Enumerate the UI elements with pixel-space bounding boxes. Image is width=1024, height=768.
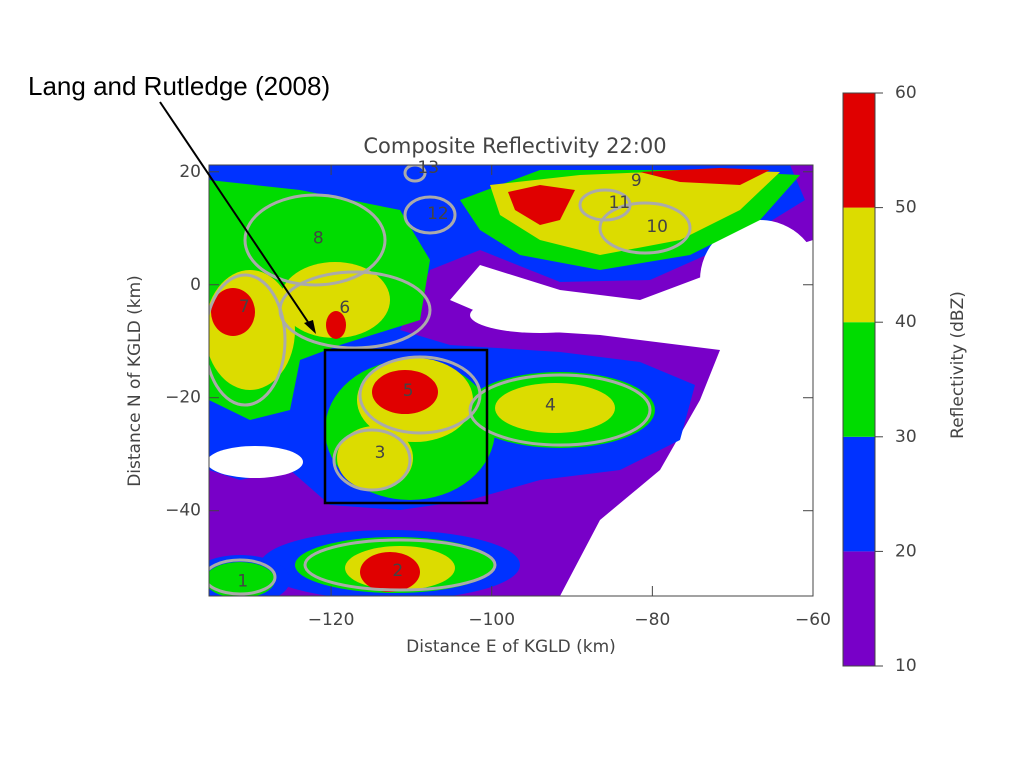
contour bbox=[495, 383, 615, 433]
cell-outline bbox=[403, 165, 427, 183]
gap bbox=[209, 446, 303, 478]
reflectivity-field bbox=[209, 165, 813, 596]
cell-label: 3 bbox=[375, 443, 386, 463]
contour bbox=[640, 168, 770, 185]
colorbar-tick-label: 60 bbox=[895, 83, 917, 103]
y-tick-label: 20 bbox=[179, 162, 201, 182]
cell-label: 2 bbox=[392, 561, 403, 581]
contour bbox=[360, 552, 420, 592]
contour bbox=[508, 185, 575, 225]
y-tick-label: −20 bbox=[165, 388, 201, 408]
colorbar-tick-label: 20 bbox=[895, 541, 917, 561]
cell-label: 7 bbox=[239, 297, 250, 317]
cell-outline bbox=[332, 428, 412, 492]
colorbar-tick-label: 10 bbox=[895, 656, 917, 676]
annotation: Lang and Rutledge (2008) bbox=[28, 71, 330, 101]
colorbar-tick-label: 40 bbox=[895, 312, 917, 332]
cell-outline bbox=[243, 193, 387, 287]
cell-label: 5 bbox=[403, 381, 414, 401]
y-tick-label: −40 bbox=[165, 501, 201, 521]
colorbar-tick-label: 50 bbox=[895, 198, 917, 218]
colorbar-segment bbox=[843, 93, 875, 208]
cell-label: 1 bbox=[237, 571, 248, 591]
analysis-box bbox=[323, 348, 489, 505]
cell-label: 4 bbox=[545, 396, 556, 416]
x-tick-label: −60 bbox=[795, 610, 831, 630]
x-tick-label: −120 bbox=[308, 610, 355, 630]
cell-label: 13 bbox=[417, 158, 439, 178]
x-tick-label: −80 bbox=[634, 610, 670, 630]
cell-label: 9 bbox=[631, 171, 642, 191]
cell-label: 8 bbox=[313, 228, 324, 248]
cell-outline bbox=[209, 273, 287, 407]
cell-outline bbox=[209, 558, 277, 596]
cell-label: 11 bbox=[609, 193, 631, 213]
cell-label: 12 bbox=[427, 204, 449, 224]
arrow-head bbox=[304, 320, 316, 334]
cell-label: 10 bbox=[646, 217, 668, 237]
colorbar-frame bbox=[842, 92, 876, 667]
cell-outline bbox=[403, 195, 457, 235]
colorbar-segment bbox=[843, 322, 875, 437]
colorbar-segment bbox=[843, 207, 875, 323]
y-tick-label: 0 bbox=[190, 275, 201, 295]
cell-outline bbox=[303, 538, 497, 592]
contour bbox=[211, 288, 255, 336]
x-axis-label: Distance E of KGLD (km) bbox=[406, 637, 616, 657]
colorbar-segment bbox=[843, 551, 875, 666]
colorbar-segment bbox=[843, 436, 875, 552]
contour bbox=[372, 370, 438, 414]
annotation-arrow bbox=[159, 101, 313, 329]
colorbar-label: Reflectivity (dBZ) bbox=[948, 291, 968, 439]
cell-outline bbox=[468, 373, 652, 447]
colorbar-tick-label: 30 bbox=[895, 427, 917, 447]
y-axis-label: Distance N of KGLD (km) bbox=[125, 275, 145, 487]
cell-outline bbox=[598, 201, 692, 255]
plot-frame bbox=[208, 164, 814, 597]
contour bbox=[209, 562, 275, 596]
cell-outline bbox=[578, 188, 632, 222]
contour bbox=[326, 311, 346, 339]
cell-label: 6 bbox=[339, 298, 350, 318]
gap bbox=[700, 220, 813, 340]
chart-title: Composite Reflectivity 22:00 bbox=[363, 134, 666, 158]
x-tick-label: −100 bbox=[468, 610, 515, 630]
contour bbox=[337, 426, 413, 490]
gap bbox=[470, 297, 610, 333]
